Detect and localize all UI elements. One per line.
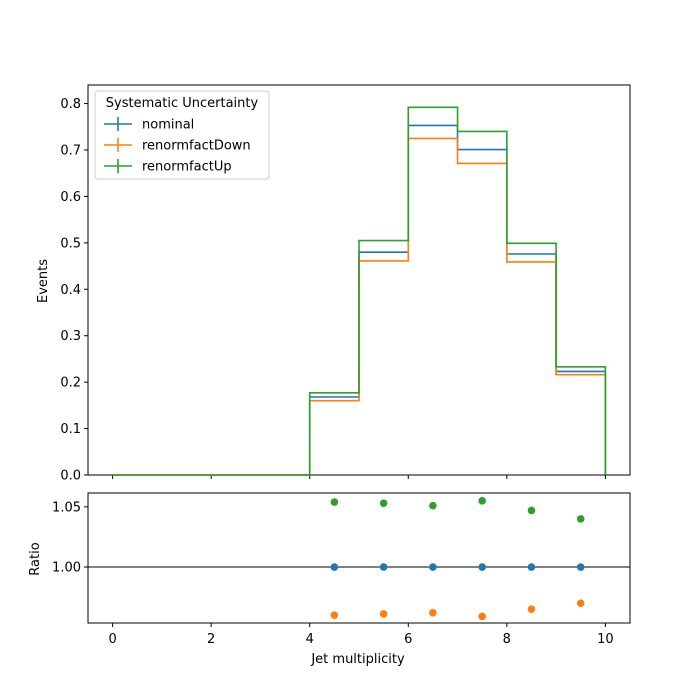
ratio-point-renormfactUp [429,501,437,510]
x-tick-label: 2 [207,632,215,647]
y-tick-label-main: 0.3 [60,329,81,344]
y-tick-label-main: 0.1 [60,422,81,437]
main-panel: 0.0 0.1 0.2 0.3 0.4 0.5 0.6 0.7 0.8 [60,84,631,484]
y-tick-label-main: 0.2 [60,376,81,391]
ratio-point-nominal [429,563,437,571]
ratio-plot-frame [87,492,631,624]
ratio-point-nominal [576,563,585,571]
x-tick-label: 4 [306,632,314,647]
x-tick-label: 0 [108,632,116,647]
ratio-point-renormfactUp [330,498,339,506]
y-tick-label-ratio: 1.05 [52,500,81,515]
ratio-point-renormfactUp [576,515,585,523]
legend-label-renormfactUp: renormfactUp [142,160,232,175]
y-tick-label-main: 0.7 [60,144,81,159]
ratio-point-renormfactDown [379,610,388,618]
y-tick-label-main: 0.5 [60,236,81,251]
ratio-point-renormfactUp [478,497,486,505]
legend-frame [94,90,270,180]
ratio-point-renormfactDown [429,608,437,617]
ratio-point-renormfactDown [330,611,339,619]
legend-label-renormfactDown: renormfactDown [142,139,251,154]
ratio-point-nominal [527,563,536,571]
y-axis-label-ratio: Ratio [28,542,43,575]
legend-label-nominal: nominal [142,118,194,133]
ratio-point-nominal [330,563,339,571]
main-plot-frame [87,84,631,476]
legend: Systematic Uncertainty nominal renormfact… [94,90,270,180]
x-tick-label: 8 [503,632,511,647]
ratio-panel: 0 2 4 6 8 10 1.00 1.05 [52,492,631,647]
x-axis-label: Jet multiplicity [310,652,405,667]
y-tick-label-main: 0.8 [60,97,81,112]
y-tick-label-main: 0.0 [60,469,81,484]
x-tick-label: 6 [404,632,412,647]
y-tick-label-ratio: 1.00 [52,561,81,576]
ratio-point-renormfactDown [527,605,536,613]
ratio-point-renormfactUp [379,499,388,508]
ratio-point-nominal [478,563,486,571]
y-axis-label-main: Events [36,259,51,303]
ratio-point-renormfactDown [478,612,486,621]
ratio-point-renormfactUp [527,506,536,515]
y-tick-label-main: 0.4 [60,283,81,298]
x-tick-label: 10 [597,632,614,647]
step-line-renormfactUp [112,106,607,476]
ratio-point-renormfactDown [576,599,585,607]
ratio-point-nominal [379,563,388,571]
legend-title: Systematic Uncertainty [106,96,259,111]
y-tick-label-main: 0.6 [60,190,81,205]
